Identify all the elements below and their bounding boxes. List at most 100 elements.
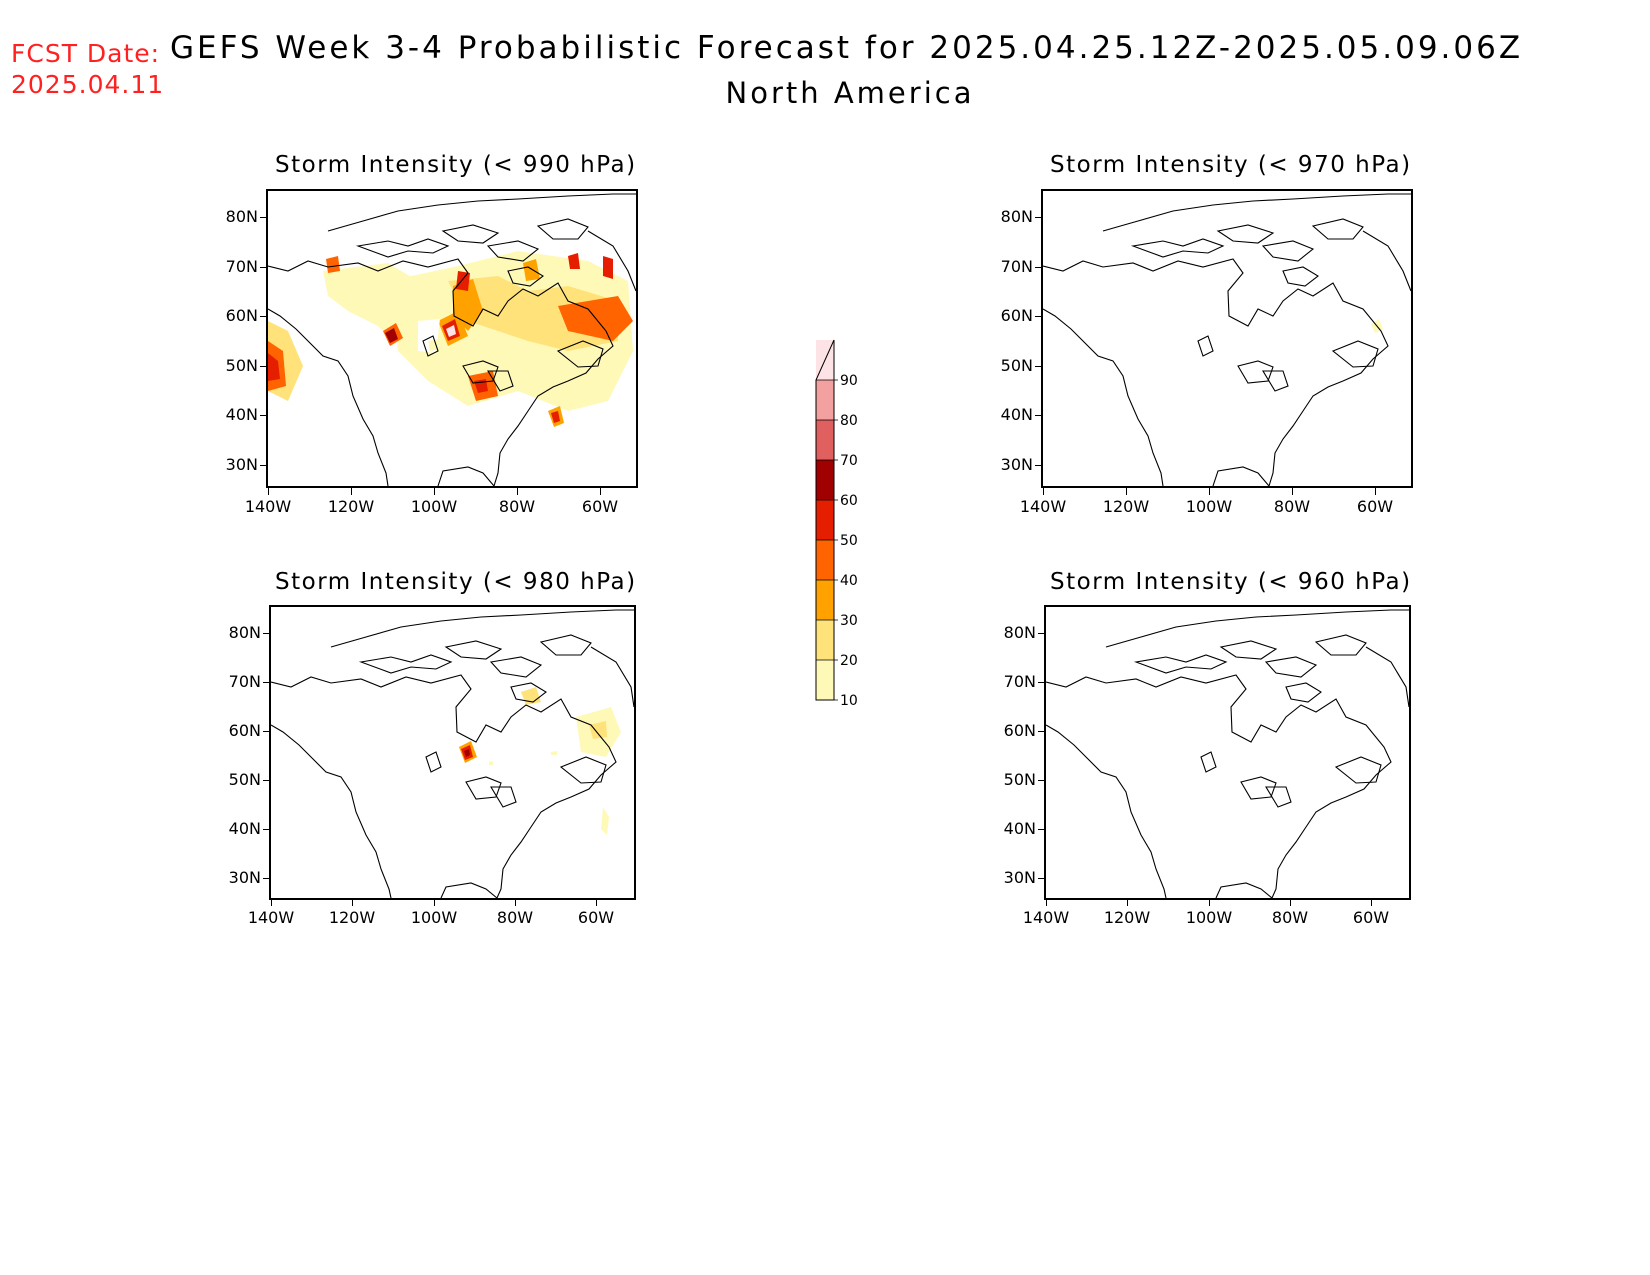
lon-label: 120W xyxy=(328,908,376,927)
lon-tick xyxy=(1126,488,1127,495)
probability-shading xyxy=(268,251,633,427)
coastlines xyxy=(1043,193,1411,486)
lat-tick xyxy=(1035,415,1042,416)
fcst-date-block: FCST Date: 2025.04.11 xyxy=(11,38,164,100)
map-plot xyxy=(271,609,634,898)
lat-tick xyxy=(260,267,267,268)
colorbar-label: 40 xyxy=(840,573,858,589)
lat-label: 60N xyxy=(225,306,258,325)
lon-tick xyxy=(434,899,435,906)
colorbar-label: 10 xyxy=(840,693,858,709)
lat-tick xyxy=(1035,366,1042,367)
colorbar-swatch xyxy=(816,500,834,540)
map-frame xyxy=(1041,189,1413,488)
lat-label: 40N xyxy=(1000,405,1033,424)
lon-tick xyxy=(434,488,435,495)
colorbar-swatch xyxy=(816,380,834,420)
lat-tick xyxy=(1035,465,1042,466)
lon-label: 100W xyxy=(410,908,458,927)
lat-tick xyxy=(1035,217,1042,218)
lon-tick xyxy=(515,899,516,906)
lon-label: 60W xyxy=(577,908,615,927)
lat-label: 50N xyxy=(228,770,261,789)
lat-label: 50N xyxy=(225,356,258,375)
map-plot xyxy=(1046,609,1409,898)
coastlines xyxy=(1046,609,1409,898)
lat-tick xyxy=(260,465,267,466)
lon-label: 140W xyxy=(1019,497,1067,516)
lat-tick xyxy=(1035,267,1042,268)
colorbar-label: 70 xyxy=(840,453,858,469)
lat-label: 30N xyxy=(1003,868,1036,887)
lon-tick xyxy=(1375,488,1376,495)
colorbar: 10 20 30 40 50 60 70 80 90 xyxy=(800,330,860,754)
probability-shading xyxy=(459,687,621,835)
colorbar-label: 60 xyxy=(840,493,858,509)
lat-tick xyxy=(263,731,270,732)
lat-label: 50N xyxy=(1000,356,1033,375)
colorbar-label: 80 xyxy=(840,413,858,429)
lon-label: 60W xyxy=(1352,908,1390,927)
lon-label: 100W xyxy=(410,497,458,516)
lat-label: 40N xyxy=(1003,819,1036,838)
lat-tick xyxy=(263,829,270,830)
lon-tick xyxy=(596,899,597,906)
lon-tick xyxy=(600,488,601,495)
lat-label: 30N xyxy=(1000,455,1033,474)
lon-label: 60W xyxy=(581,497,619,516)
lat-label: 50N xyxy=(1003,770,1036,789)
lon-tick xyxy=(352,899,353,906)
lat-label: 60N xyxy=(1000,306,1033,325)
coastlines xyxy=(271,609,634,898)
colorbar-swatch xyxy=(816,540,834,580)
lat-tick xyxy=(1038,780,1045,781)
lon-tick xyxy=(351,488,352,495)
lon-tick xyxy=(1209,488,1210,495)
lon-label: 60W xyxy=(1356,497,1394,516)
lon-label: 100W xyxy=(1185,908,1233,927)
lon-label: 140W xyxy=(244,497,292,516)
lat-label: 70N xyxy=(228,672,261,691)
map-frame xyxy=(266,189,638,488)
page-subtitle: North America xyxy=(725,76,975,110)
colorbar-swatch xyxy=(816,660,834,700)
lon-label: 120W xyxy=(1103,908,1151,927)
colorbar-swatch xyxy=(816,460,834,500)
lat-label: 70N xyxy=(1000,257,1033,276)
lon-tick xyxy=(1209,899,1210,906)
lon-label: 80W xyxy=(498,497,536,516)
lon-label: 140W xyxy=(247,908,295,927)
lon-tick xyxy=(1292,488,1293,495)
lat-tick xyxy=(260,316,267,317)
colorbar-label: 90 xyxy=(840,373,858,389)
lat-label: 60N xyxy=(1003,721,1036,740)
lat-tick xyxy=(260,217,267,218)
colorbar-label: 30 xyxy=(840,613,858,629)
panel-title: Storm Intensity (< 970 hPa) xyxy=(1050,152,1412,178)
lon-tick xyxy=(1127,899,1128,906)
lon-tick xyxy=(268,488,269,495)
lon-label: 120W xyxy=(327,497,375,516)
lon-label: 80W xyxy=(1271,908,1309,927)
lat-label: 60N xyxy=(228,721,261,740)
lat-tick xyxy=(1035,316,1042,317)
page-title: GEFS Week 3-4 Probabilistic Forecast for… xyxy=(170,30,1524,66)
lat-tick xyxy=(1038,878,1045,879)
lat-tick xyxy=(263,633,270,634)
lat-tick xyxy=(263,682,270,683)
panel-title: Storm Intensity (< 960 hPa) xyxy=(1050,569,1412,595)
lon-tick xyxy=(517,488,518,495)
lon-label: 100W xyxy=(1185,497,1233,516)
colorbar-swatch xyxy=(816,420,834,460)
coastlines xyxy=(268,193,636,486)
lat-label: 70N xyxy=(225,257,258,276)
lon-tick xyxy=(1290,899,1291,906)
map-plot xyxy=(1043,193,1411,486)
lat-tick xyxy=(1038,829,1045,830)
lat-tick xyxy=(260,415,267,416)
lat-label: 40N xyxy=(228,819,261,838)
fcst-date-value: 2025.04.11 xyxy=(11,70,165,99)
lat-label: 30N xyxy=(225,455,258,474)
lat-tick xyxy=(263,878,270,879)
map-frame xyxy=(269,605,636,900)
